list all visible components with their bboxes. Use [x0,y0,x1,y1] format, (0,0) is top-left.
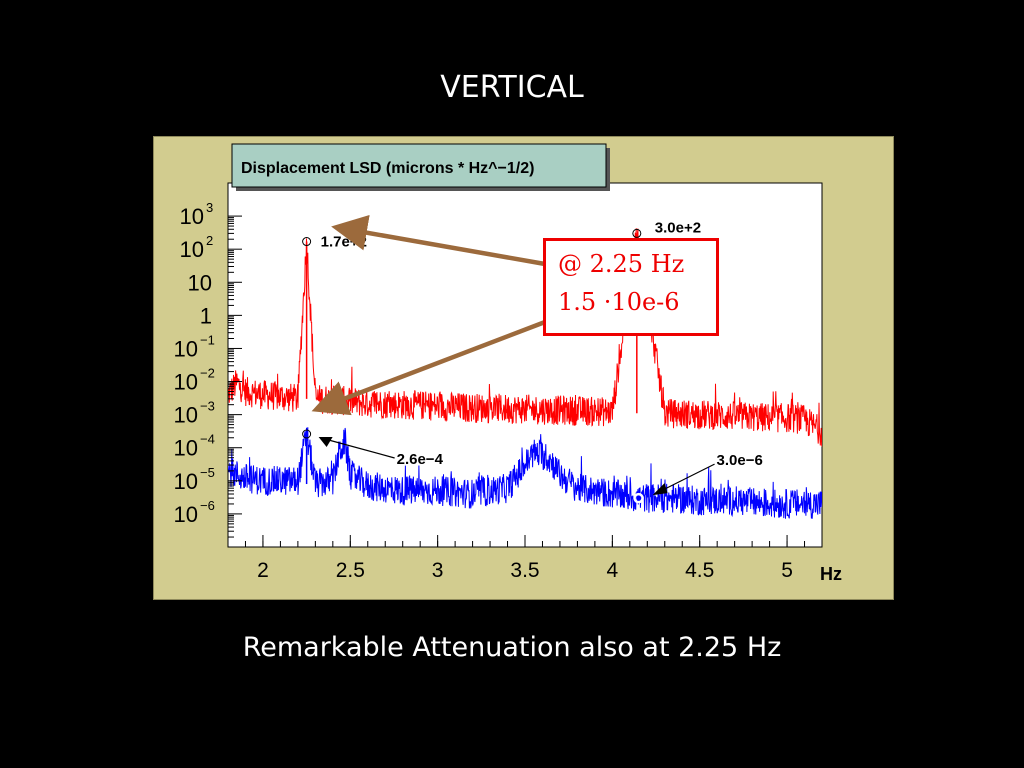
y-tick-label: 10 [180,237,204,262]
series-1 [228,427,822,519]
x-tick-label: 4.5 [685,559,714,582]
annotation-line-2: 1.5 ·10e-6 [558,288,680,316]
y-tick-exponent: 3 [206,200,213,215]
y-tick-label: 1 [200,303,212,328]
label-leader [328,439,395,459]
x-axis-label: Hz [820,564,842,584]
x-tick-label: 2 [257,559,269,582]
y-tick-exponent: 2 [206,233,213,248]
y-tick-label: 10 [180,204,204,229]
x-tick-label: 2.5 [336,559,365,582]
label-leader [662,463,715,491]
y-tick-exponent: −3 [200,399,215,414]
peak-label: 2.6e−4 [397,451,444,468]
y-tick-exponent: −2 [200,366,215,381]
arrow-to-red-peak [331,214,546,267]
x-tick-label: 3 [432,559,444,582]
peak-marker [633,492,644,504]
y-tick-label: 10 [188,270,212,295]
annotation-line-1: @ 2.25 Hz [558,250,685,278]
peak-marker [302,237,312,247]
peak-label: 3.0e−6 [717,452,763,469]
y-tick-exponent: −5 [200,465,215,480]
y-tick-label: 10 [174,403,198,428]
slide-caption: Remarkable Attenuation also at 2.25 Hz [242,632,782,663]
peak-label: 3.0e+2 [655,219,701,236]
arrow-to-blue-peak [311,319,546,416]
y-tick-exponent: −1 [200,332,215,347]
peak-marker [632,228,642,238]
y-tick-label: 10 [174,370,198,395]
y-tick-exponent: −6 [200,498,215,513]
y-tick-label: 10 [174,469,198,494]
x-tick-label: 4 [607,559,619,582]
chart-title-box [231,143,607,188]
annotation-box: @ 2.25 Hz 1.5 ·10e-6 [543,238,719,336]
plot-frame: 10 3 10 2 10 1 10 −1 10 −2 10 −3 10 −4 10 −5 10 −6 2 2.5 3 3.… [153,136,894,600]
label-arrowhead [652,483,668,496]
y-tick-exponent: −4 [200,432,215,447]
y-tick-label: 10 [174,502,198,527]
y-tick-label: 10 [174,436,198,461]
series-1-trace [228,427,822,519]
x-tick-label: 3.5 [510,559,539,582]
slide-title: VERTICAL [440,70,584,105]
label-arrowhead [318,436,333,447]
y-tick-label: 10 [174,336,198,361]
chart-title: Displacement LSD (microns * Hz^−1/2) [241,160,534,177]
peak-marker [302,429,312,439]
x-tick-label: 5 [781,559,793,582]
